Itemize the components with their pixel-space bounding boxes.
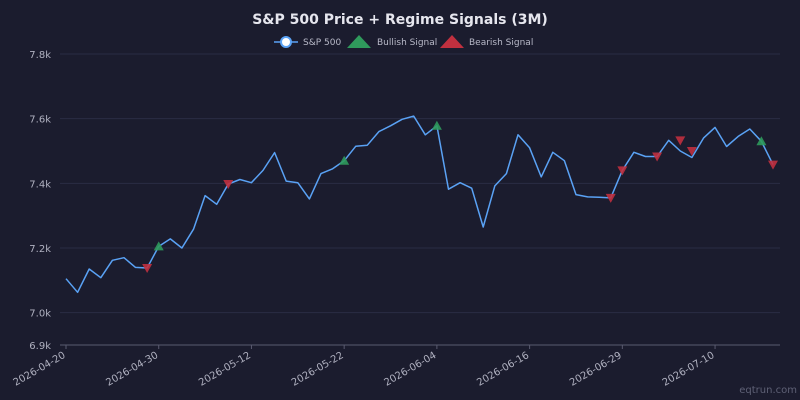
x-tick-label: 2026-05-12 xyxy=(197,350,253,389)
series-layer xyxy=(65,115,774,294)
x-tick-label: 2026-06-04 xyxy=(383,350,439,389)
bullish-signal-marker xyxy=(431,120,442,130)
y-tick-label: 7.4k xyxy=(29,179,51,190)
legend-label-bullish: Bullish Signal xyxy=(377,38,437,48)
bearish-signal-marker xyxy=(617,166,628,176)
bearish-signal-marker xyxy=(142,264,153,274)
legend-label-sp500: S&P 500 xyxy=(303,38,341,48)
x-tick-label: 2026-06-16 xyxy=(475,350,531,389)
series-line-sp500 xyxy=(65,115,774,294)
y-tick-label: 7.8k xyxy=(29,50,51,61)
watermark: eqtrun.com xyxy=(739,385,797,396)
bearish-signal-marker xyxy=(605,193,616,203)
y-tick-label: 7.6k xyxy=(29,115,51,126)
legend-bullish-icon xyxy=(347,35,371,48)
x-tick-label: 2026-05-22 xyxy=(290,350,346,389)
y-tick-label: 7.2k xyxy=(29,244,51,255)
x-tick-label: 2026-04-20 xyxy=(12,350,68,389)
y-tick-label: 6.9k xyxy=(29,341,51,352)
legend-bearish-icon xyxy=(440,35,464,48)
bearish-signal-marker xyxy=(686,147,697,156)
bullish-signal-marker xyxy=(756,136,767,146)
legend-label-bearish: Bearish Signal xyxy=(469,38,533,48)
bearish-signal-marker xyxy=(675,136,686,146)
bearish-signal-marker xyxy=(652,152,663,162)
legend-line-marker xyxy=(280,36,292,48)
bearish-signal-marker xyxy=(768,160,778,170)
signals-layer xyxy=(142,120,778,274)
chart-title: S&P 500 Price + Regime Signals (3M) xyxy=(252,12,548,28)
legend: S&P 500 Bullish Signal Bearish Signal xyxy=(274,35,533,48)
y-axis: 6.9k 7.0k 7.2k 7.4k 7.6k 7.8k xyxy=(29,50,51,352)
bullish-signal-marker xyxy=(153,241,164,251)
x-axis: 2026-04-20 2026-04-30 2026-05-12 2026-05-22… xyxy=(12,344,780,389)
gridlines xyxy=(60,53,780,346)
bearish-signal-marker xyxy=(223,179,234,189)
x-tick-label: 2026-06-29 xyxy=(568,350,624,389)
x-tick-label: 2026-04-30 xyxy=(104,350,160,389)
y-tick-label: 7.0k xyxy=(29,309,51,320)
x-tick-label: 2026-07-10 xyxy=(661,350,717,389)
bullish-signal-marker xyxy=(339,155,350,165)
